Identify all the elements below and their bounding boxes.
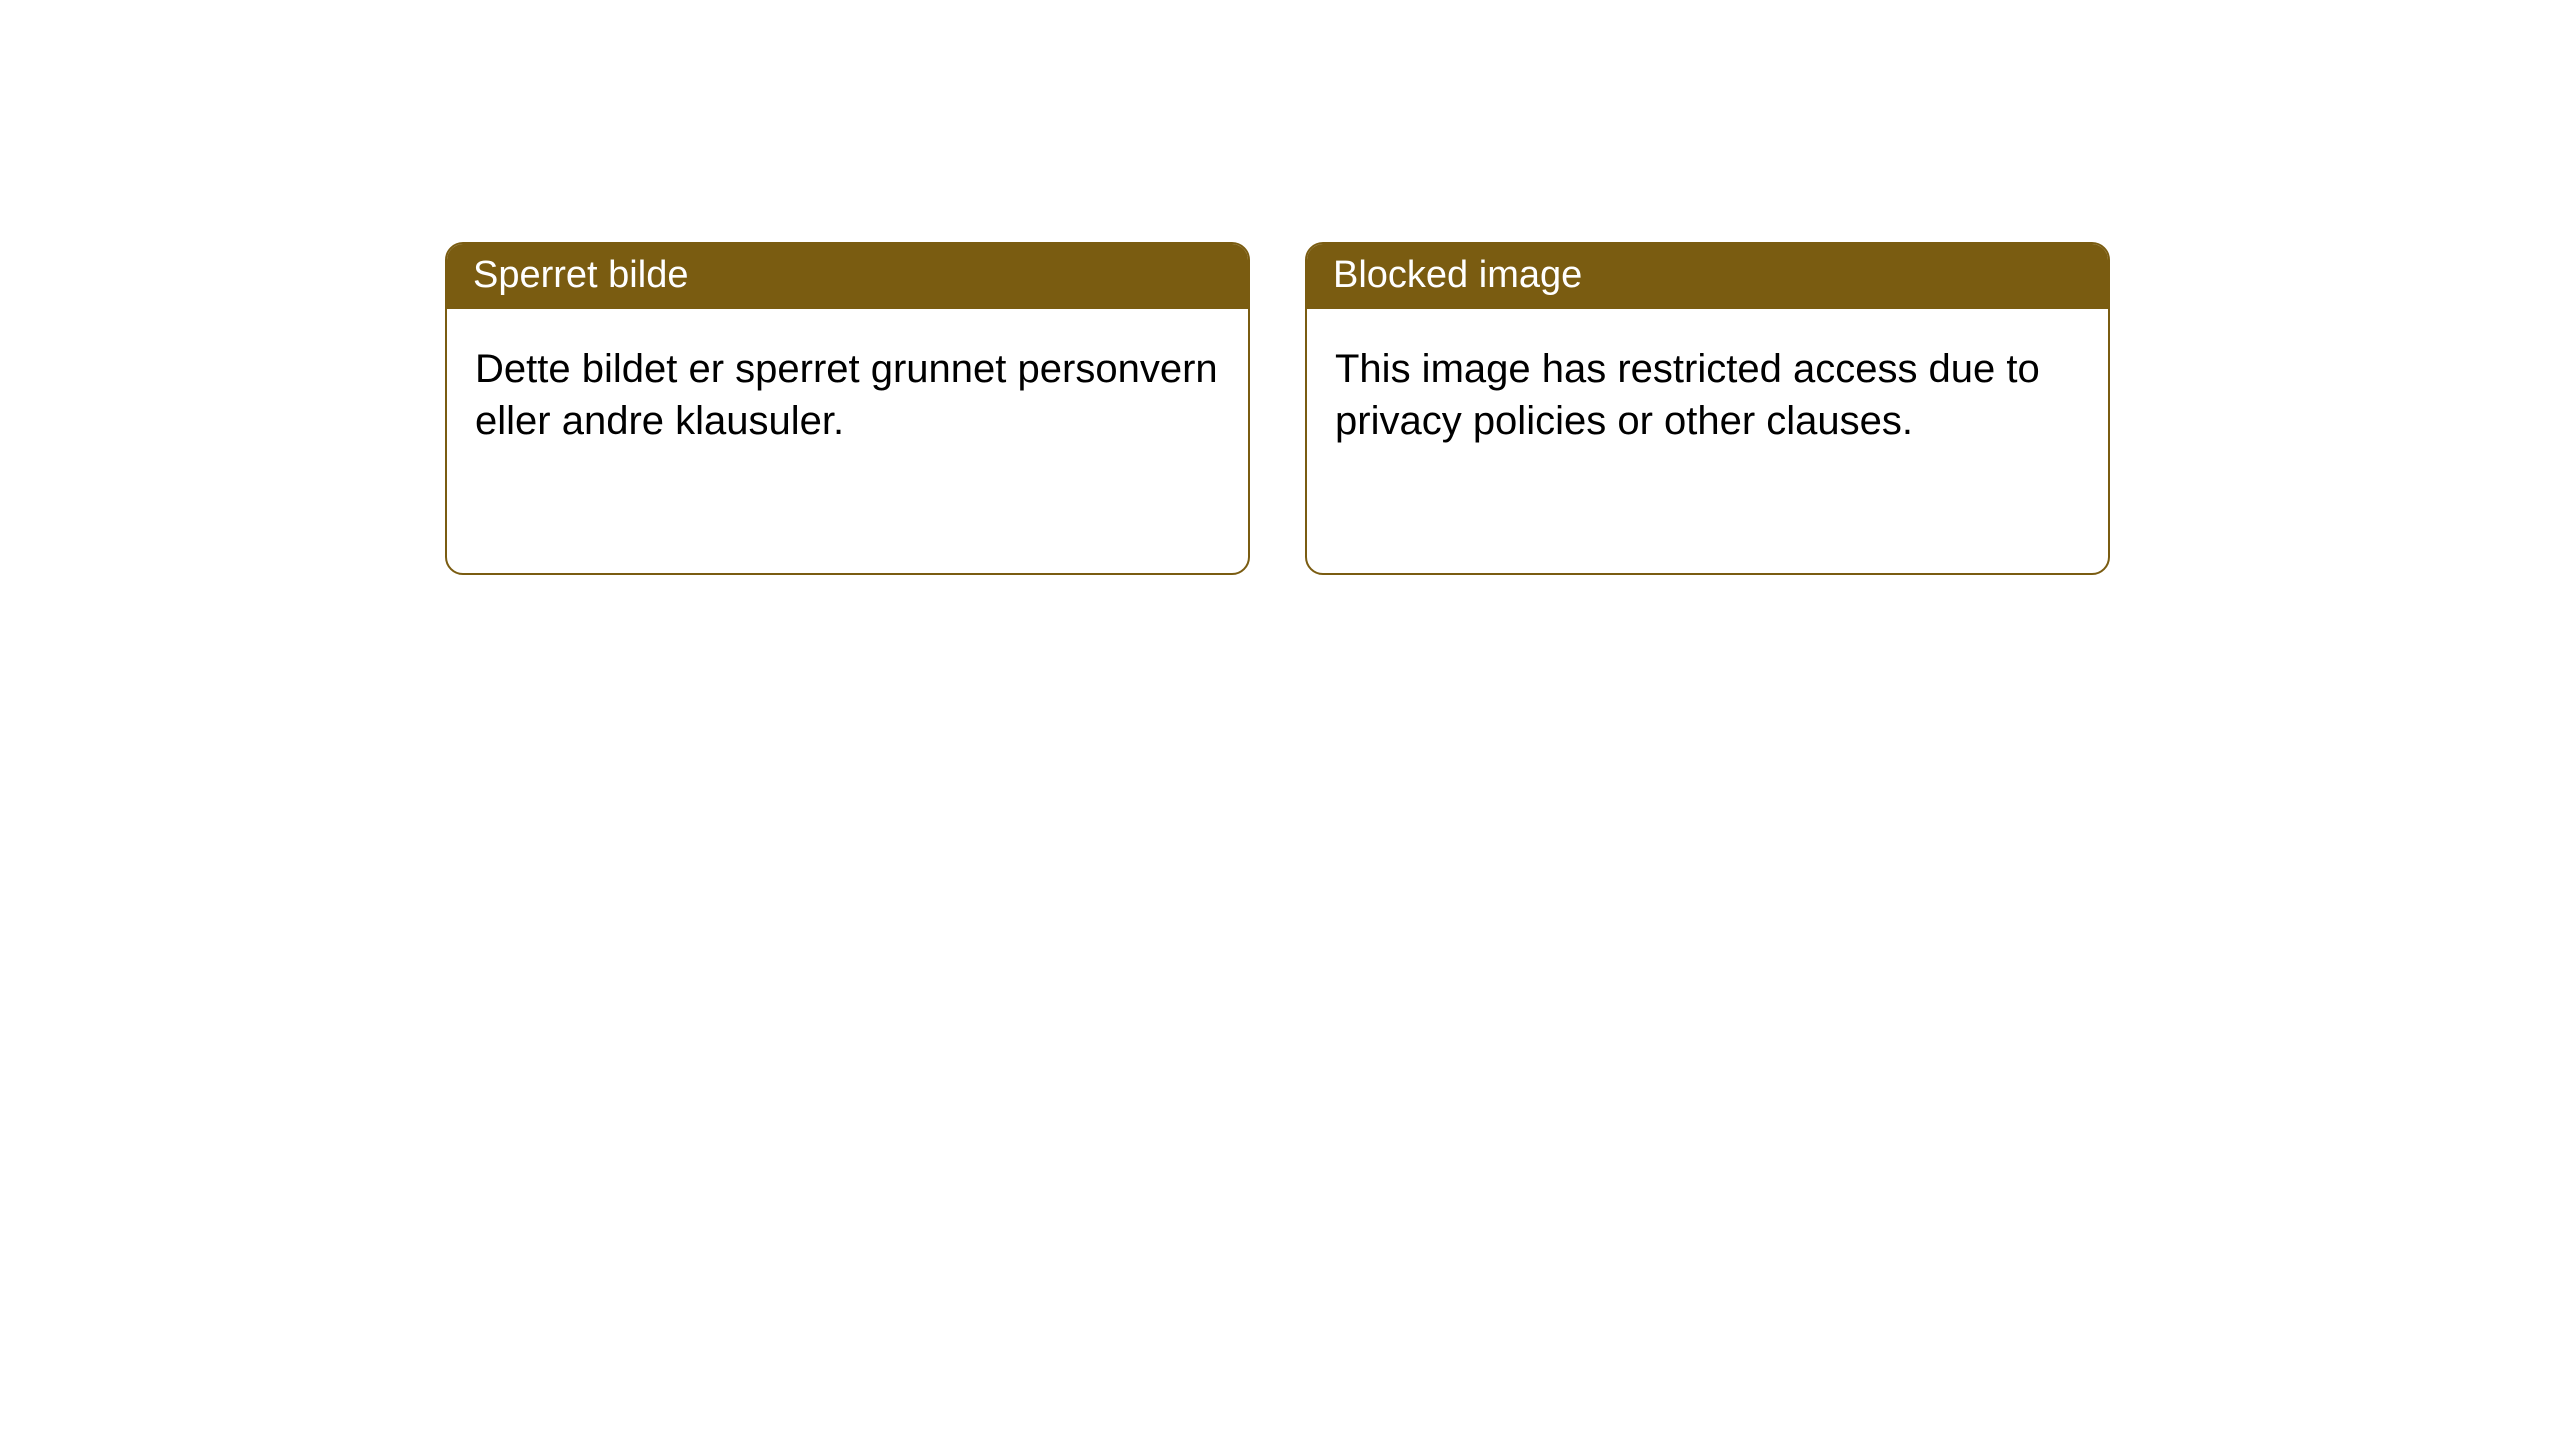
notice-body-en: This image has restricted access due to …	[1307, 309, 2108, 481]
notice-container: Sperret bilde Dette bildet er sperret gr…	[0, 0, 2560, 575]
notice-header-en: Blocked image	[1307, 244, 2108, 309]
notice-body-no: Dette bildet er sperret grunnet personve…	[447, 309, 1248, 481]
notice-box-en: Blocked image This image has restricted …	[1305, 242, 2110, 575]
notice-header-no: Sperret bilde	[447, 244, 1248, 309]
notice-box-no: Sperret bilde Dette bildet er sperret gr…	[445, 242, 1250, 575]
